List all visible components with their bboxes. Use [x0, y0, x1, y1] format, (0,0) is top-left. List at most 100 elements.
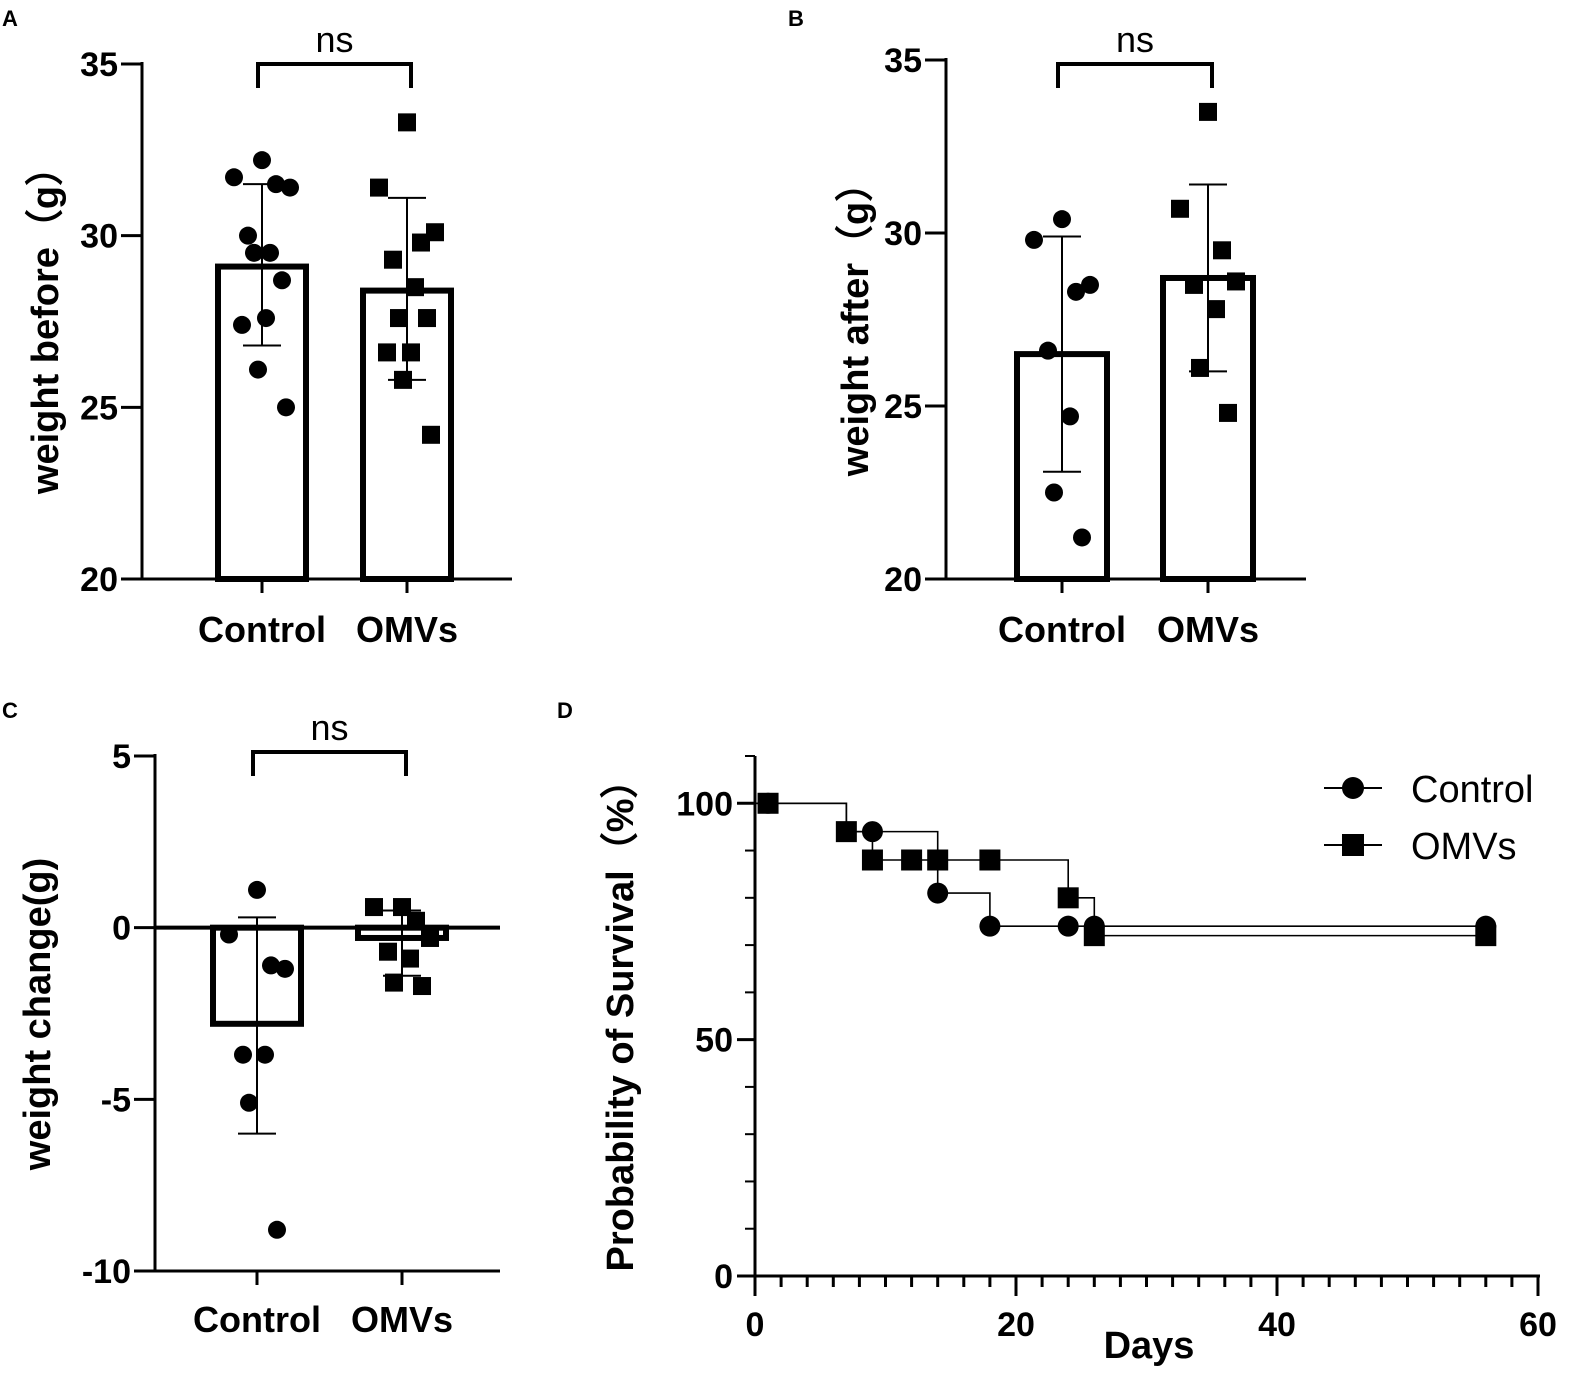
- data-point-control: [267, 175, 285, 194]
- panel-b: B 20 25 30 35 weight after（g） Control OMVs ns: [788, 6, 1306, 650]
- y-tick-label: 0: [112, 910, 131, 948]
- data-point-control: [1025, 230, 1043, 249]
- y-tick-label: 30: [80, 218, 118, 256]
- significance-label: ns: [1116, 19, 1154, 60]
- data-point-omvs: [365, 898, 383, 917]
- legend-marker-control: [1342, 777, 1364, 799]
- y-tick-label: 0: [714, 1258, 733, 1296]
- data-point-omvs: [406, 278, 424, 297]
- x-tick-label: Control: [998, 609, 1126, 650]
- y-tick-label: -5: [101, 1081, 131, 1119]
- data-point-control: [225, 168, 243, 187]
- x-tick-label: 60: [1519, 1306, 1557, 1344]
- series-point-omvs: [1083, 925, 1105, 947]
- y-tick-label: 35: [884, 42, 922, 80]
- panel-letter: D: [557, 698, 573, 723]
- data-point-control: [1073, 528, 1091, 547]
- data-point-omvs: [422, 425, 440, 444]
- data-point-omvs: [379, 942, 397, 961]
- data-point-omvs: [401, 949, 419, 968]
- x-tick-label: Control: [193, 1299, 321, 1340]
- series-point-omvs: [757, 792, 779, 814]
- data-point-omvs: [407, 911, 425, 930]
- data-point-omvs: [1219, 403, 1237, 422]
- data-point-omvs: [394, 370, 412, 389]
- y-tick-label: 35: [80, 46, 118, 84]
- y-axis-label: Probability of Survival（%）: [600, 761, 642, 1272]
- data-point-omvs: [1213, 241, 1231, 260]
- legend-label-omvs: OMVs: [1411, 826, 1517, 868]
- data-point-control: [253, 151, 271, 170]
- data-point-control: [261, 243, 279, 262]
- legend-label-control: Control: [1411, 769, 1534, 811]
- significance-label: ns: [310, 707, 348, 748]
- data-point-control: [240, 1093, 258, 1112]
- data-point-control: [257, 309, 275, 328]
- data-point-control: [268, 1220, 286, 1239]
- y-tick-label: -10: [82, 1253, 131, 1291]
- data-point-omvs: [1171, 199, 1189, 218]
- panel-letter: B: [788, 6, 804, 31]
- data-point-omvs: [398, 113, 416, 132]
- data-point-omvs: [402, 343, 420, 362]
- data-point-control: [233, 315, 251, 334]
- series-point-control: [927, 882, 949, 904]
- series-point-omvs: [901, 849, 923, 871]
- y-tick-label: 25: [884, 388, 922, 426]
- data-point-control: [1081, 275, 1099, 294]
- data-point-omvs: [1227, 272, 1245, 291]
- x-tick-label: OMVs: [1157, 609, 1259, 650]
- data-point-control: [256, 1045, 274, 1064]
- data-point-control: [1067, 282, 1085, 301]
- y-axis-label: weight before（g）: [25, 148, 67, 495]
- y-tick-label: 20: [884, 561, 922, 599]
- series-point-omvs: [979, 849, 1001, 871]
- data-point-control: [1053, 210, 1071, 229]
- significance-label: ns: [315, 19, 353, 60]
- data-point-control: [262, 956, 280, 975]
- panel-d: D 0 50 100 0 20 40 60 Days Probability of Surviva…: [557, 698, 1557, 1367]
- data-point-omvs: [413, 977, 431, 996]
- series-point-control: [979, 915, 1001, 937]
- legend-marker-omvs: [1342, 834, 1364, 856]
- x-tick-label: 0: [746, 1306, 765, 1344]
- panel-a: A 20 25 30 35 weight before（g） Control OMVs ns: [2, 6, 512, 650]
- x-tick-label: OMVs: [351, 1299, 453, 1340]
- data-point-control: [1039, 341, 1057, 360]
- data-point-control: [276, 959, 294, 978]
- y-tick-label: 20: [80, 561, 118, 599]
- y-tick-label: 50: [695, 1022, 733, 1060]
- data-point-omvs: [393, 898, 411, 917]
- y-axis-label: weight change(g): [17, 858, 59, 1171]
- data-point-control: [248, 880, 266, 899]
- data-point-omvs: [418, 309, 436, 328]
- y-axis-label: weight after（g）: [835, 164, 877, 477]
- data-point-omvs: [1207, 300, 1225, 319]
- data-point-omvs: [370, 178, 388, 197]
- data-point-omvs: [412, 233, 430, 252]
- data-point-control: [220, 925, 238, 944]
- y-tick-label: 25: [80, 389, 118, 427]
- data-point-omvs: [1185, 275, 1203, 294]
- data-point-control: [249, 360, 267, 379]
- data-point-control: [273, 271, 291, 290]
- data-point-omvs: [378, 343, 396, 362]
- x-tick-label: Control: [198, 609, 326, 650]
- series-point-control: [1057, 915, 1079, 937]
- data-point-omvs: [426, 223, 444, 242]
- x-tick-label: 20: [997, 1306, 1035, 1344]
- data-point-omvs: [384, 250, 402, 269]
- series-point-omvs: [861, 849, 883, 871]
- data-point-control: [234, 1045, 252, 1064]
- panel-letter: C: [2, 698, 18, 723]
- y-tick-label: 30: [884, 215, 922, 253]
- panel-letter: A: [2, 6, 18, 31]
- data-point-control: [245, 243, 263, 262]
- series-point-omvs: [1057, 887, 1079, 909]
- data-point-omvs: [1191, 358, 1209, 377]
- series-point-omvs: [835, 821, 857, 843]
- data-point-control: [1061, 407, 1079, 426]
- series-point-omvs: [927, 849, 949, 871]
- data-point-omvs: [1199, 102, 1217, 121]
